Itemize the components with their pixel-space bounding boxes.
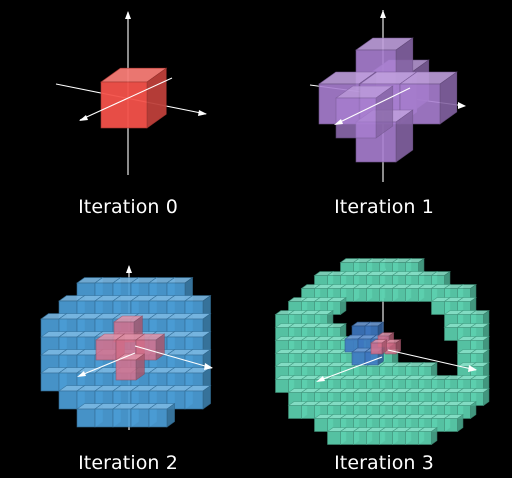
shell-voxel: [443, 414, 464, 433]
cube-front-face: [431, 301, 445, 315]
cube-front-face: [100, 81, 148, 129]
cube-front-face: [351, 351, 366, 366]
cube-front-face: [340, 431, 354, 445]
cube-front-face: [370, 342, 383, 355]
cube-front-face: [444, 327, 458, 341]
shell-voxel: [456, 401, 477, 420]
cube-front-face: [288, 405, 302, 419]
cube-front-face: [366, 431, 380, 445]
y-axis-arrowhead: [458, 102, 466, 109]
y-axis-arrowhead: [468, 365, 477, 372]
z-axis-arrowhead: [125, 11, 131, 19]
cube-front-face: [366, 288, 380, 302]
y-axis: [134, 345, 213, 369]
caption-iteration-2: Iteration 2: [78, 452, 178, 474]
cross-cube-right: [399, 71, 458, 125]
x-axis: [79, 77, 173, 121]
x-axis: [335, 87, 411, 125]
x-axis-arrowhead: [316, 376, 325, 382]
cube-front-face: [184, 390, 204, 410]
cube-front-face: [148, 408, 168, 428]
shell-voxel: [469, 388, 490, 407]
x-axis-arrowhead: [334, 119, 343, 125]
cube-front-face: [379, 288, 393, 302]
cube-front-face: [392, 431, 406, 445]
sphere-voxel: [148, 403, 176, 428]
x-axis: [78, 352, 136, 377]
y-axis-arrowhead: [198, 110, 207, 116]
cube-front-face: [405, 288, 419, 302]
sphere-voxel: [184, 385, 212, 410]
seed-cube: [100, 67, 168, 129]
cube-front-face: [353, 288, 367, 302]
z-axis-arrowhead: [380, 10, 386, 18]
x-axis-arrowhead: [77, 371, 86, 377]
cube-front-face: [327, 431, 341, 445]
caption-iteration-0: Iteration 0: [78, 196, 178, 218]
cube-front-face: [314, 418, 328, 432]
shell-voxel: [417, 427, 438, 446]
caption-iteration-3: Iteration 3: [334, 452, 434, 474]
y-axis: [387, 349, 477, 371]
cross-cube-front: [335, 85, 394, 139]
cube-front-face: [95, 339, 117, 361]
cube-front-face: [58, 390, 78, 410]
cube-front-face: [76, 408, 96, 428]
panel-iteration-2: [40, 265, 213, 430]
panel-iteration-0: [55, 11, 207, 175]
cube-front-face: [392, 288, 406, 302]
cube-front-face: [335, 97, 377, 139]
seed-voxel: [384, 339, 402, 355]
caption-iteration-1: Iteration 1: [334, 196, 434, 218]
seed-cross-cube: [115, 353, 146, 381]
cube-front-face: [418, 288, 432, 302]
seed-voxel: [370, 339, 388, 355]
x-axis: [317, 356, 383, 382]
cube-front-face: [115, 359, 137, 381]
y-axis-arrowhead: [204, 363, 213, 370]
shell-voxel: [313, 310, 334, 329]
x-axis-arrowhead: [79, 115, 88, 121]
panel-iteration-1: [309, 10, 466, 182]
z-axis-arrowhead: [126, 265, 132, 273]
cube-front-face: [130, 408, 150, 428]
cube-front-face: [112, 408, 132, 428]
cube-front-face: [379, 431, 393, 445]
cube-front-face: [40, 372, 60, 392]
cube-front-face: [301, 405, 315, 419]
cube-front-face: [418, 431, 432, 445]
cube-front-face: [405, 431, 419, 445]
cube-front-face: [444, 418, 458, 432]
panel-iteration-3: [274, 258, 490, 446]
cube-front-face: [353, 431, 367, 445]
cube-front-face: [275, 379, 289, 393]
cube-front-face: [94, 408, 114, 428]
